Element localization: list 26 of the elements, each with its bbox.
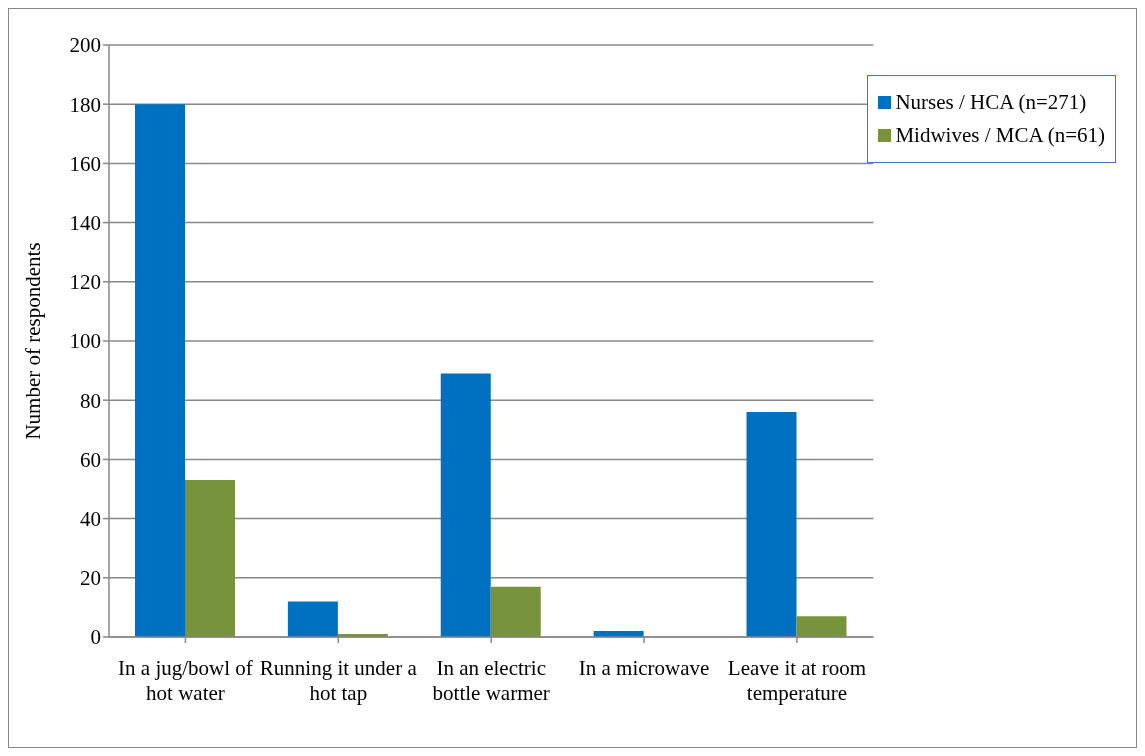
y-tick-label: 0 <box>90 625 101 650</box>
bar <box>184 480 235 637</box>
y-tick-label: 180 <box>69 92 101 117</box>
x-tick-label: In a jug/bowl of hot water <box>118 656 253 705</box>
bar <box>287 601 338 637</box>
y-tick-label: 160 <box>69 151 101 176</box>
y-tick-label: 200 <box>69 33 101 58</box>
bar <box>746 412 797 637</box>
y-tick-label: 40 <box>80 507 101 532</box>
y-tick-label: 80 <box>80 388 101 413</box>
legend-label: Nurses / HCA (n=271) <box>895 90 1087 115</box>
bar <box>796 616 847 637</box>
bar <box>134 104 185 637</box>
x-tick-label: In a microwave <box>578 656 710 680</box>
y-tick-label: 100 <box>69 329 101 354</box>
x-tick-label: Running it under a hot tap <box>259 656 418 705</box>
x-tick-label: In an electric bottle warmer <box>432 656 550 705</box>
bar <box>440 373 491 637</box>
y-tick-label: 60 <box>80 447 101 472</box>
x-tick-label: Leave it at room temperature <box>727 656 867 705</box>
bar <box>490 586 541 637</box>
y-tick-label: 140 <box>69 211 101 236</box>
y-tick-label: 120 <box>69 270 101 295</box>
y-tick-label: 20 <box>80 566 101 591</box>
legend-label: Midwives / MCA (n=61) <box>895 123 1105 148</box>
y-axis-title: Number of respondents <box>21 242 46 440</box>
